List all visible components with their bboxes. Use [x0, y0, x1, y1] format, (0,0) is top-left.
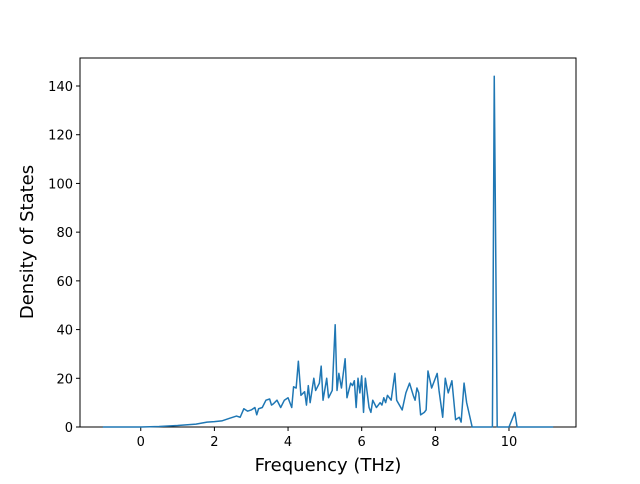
- y-tick-label: 40: [56, 324, 73, 339]
- y-tick-label: 60: [56, 275, 73, 290]
- y-tick-label: 140: [48, 80, 73, 95]
- y-tick-label: 120: [48, 129, 73, 144]
- x-tick-label: 10: [501, 435, 518, 450]
- x-tick-label: 6: [358, 435, 366, 450]
- x-tick-label: 4: [284, 435, 292, 450]
- y-axis-label: Density of States: [17, 165, 38, 319]
- y-tick-label: 100: [48, 177, 73, 192]
- data-line: [102, 75, 554, 428]
- x-tick-label: 2: [210, 435, 218, 450]
- x-tick-label: 8: [431, 435, 439, 450]
- y-tick-label: 0: [65, 421, 73, 436]
- x-axis-label: Frequency (THz): [255, 455, 402, 476]
- y-tick-label: 20: [56, 372, 73, 387]
- plot-frame: [79, 57, 577, 428]
- y-tick-label: 80: [56, 226, 73, 241]
- x-tick-label: 0: [137, 435, 145, 450]
